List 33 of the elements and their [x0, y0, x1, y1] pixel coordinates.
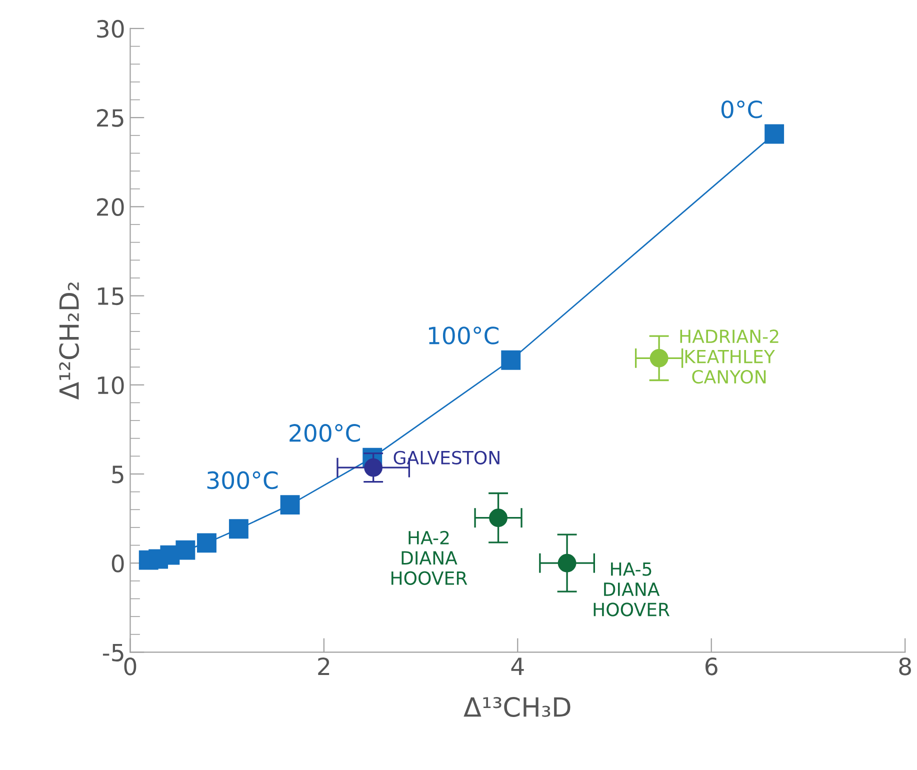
y-tick-label: 20: [97, 198, 124, 216]
x-tick-label: 4: [511, 658, 524, 675]
series-label: GALVESTON: [394, 450, 500, 464]
annotation: 200°C: [290, 424, 360, 442]
y-axis-title: Δ¹²CH₂D₂: [59, 282, 80, 400]
x-tick-label: 8: [899, 657, 911, 676]
series-label: HADRIAN-2 KEATHLEY CANYON: [680, 330, 778, 384]
x-axis-title: Δ¹³CH₃D: [464, 697, 570, 717]
point: [558, 554, 576, 572]
point: [501, 350, 521, 370]
x-tick-label: 0: [124, 657, 136, 676]
y-tick-label: 0: [112, 554, 124, 572]
y-tick-label: 10: [98, 376, 124, 394]
annotation: 300°C: [207, 471, 278, 490]
x-tick-label: 6: [706, 657, 718, 676]
annotation: 0°C: [721, 100, 762, 118]
point: [176, 540, 196, 560]
y-tick-label: 25: [97, 109, 124, 127]
y-tick-label: 30: [97, 20, 124, 38]
point: [228, 519, 248, 539]
y-tick-label: 15: [98, 288, 124, 306]
annotation: 100°C: [428, 326, 498, 344]
series-label: HA-5 DIANA HOOVER: [594, 562, 670, 616]
point: [764, 124, 784, 144]
y-tick-label: 5: [112, 466, 124, 484]
y-tick-label: -5: [102, 644, 124, 662]
point: [197, 533, 216, 553]
point: [364, 458, 383, 477]
point: [650, 348, 668, 368]
x-tick-label: 2: [318, 657, 330, 675]
series-label: HA-2 DIANA HOOVER: [391, 530, 468, 585]
point: [489, 508, 508, 528]
point: [280, 495, 300, 515]
